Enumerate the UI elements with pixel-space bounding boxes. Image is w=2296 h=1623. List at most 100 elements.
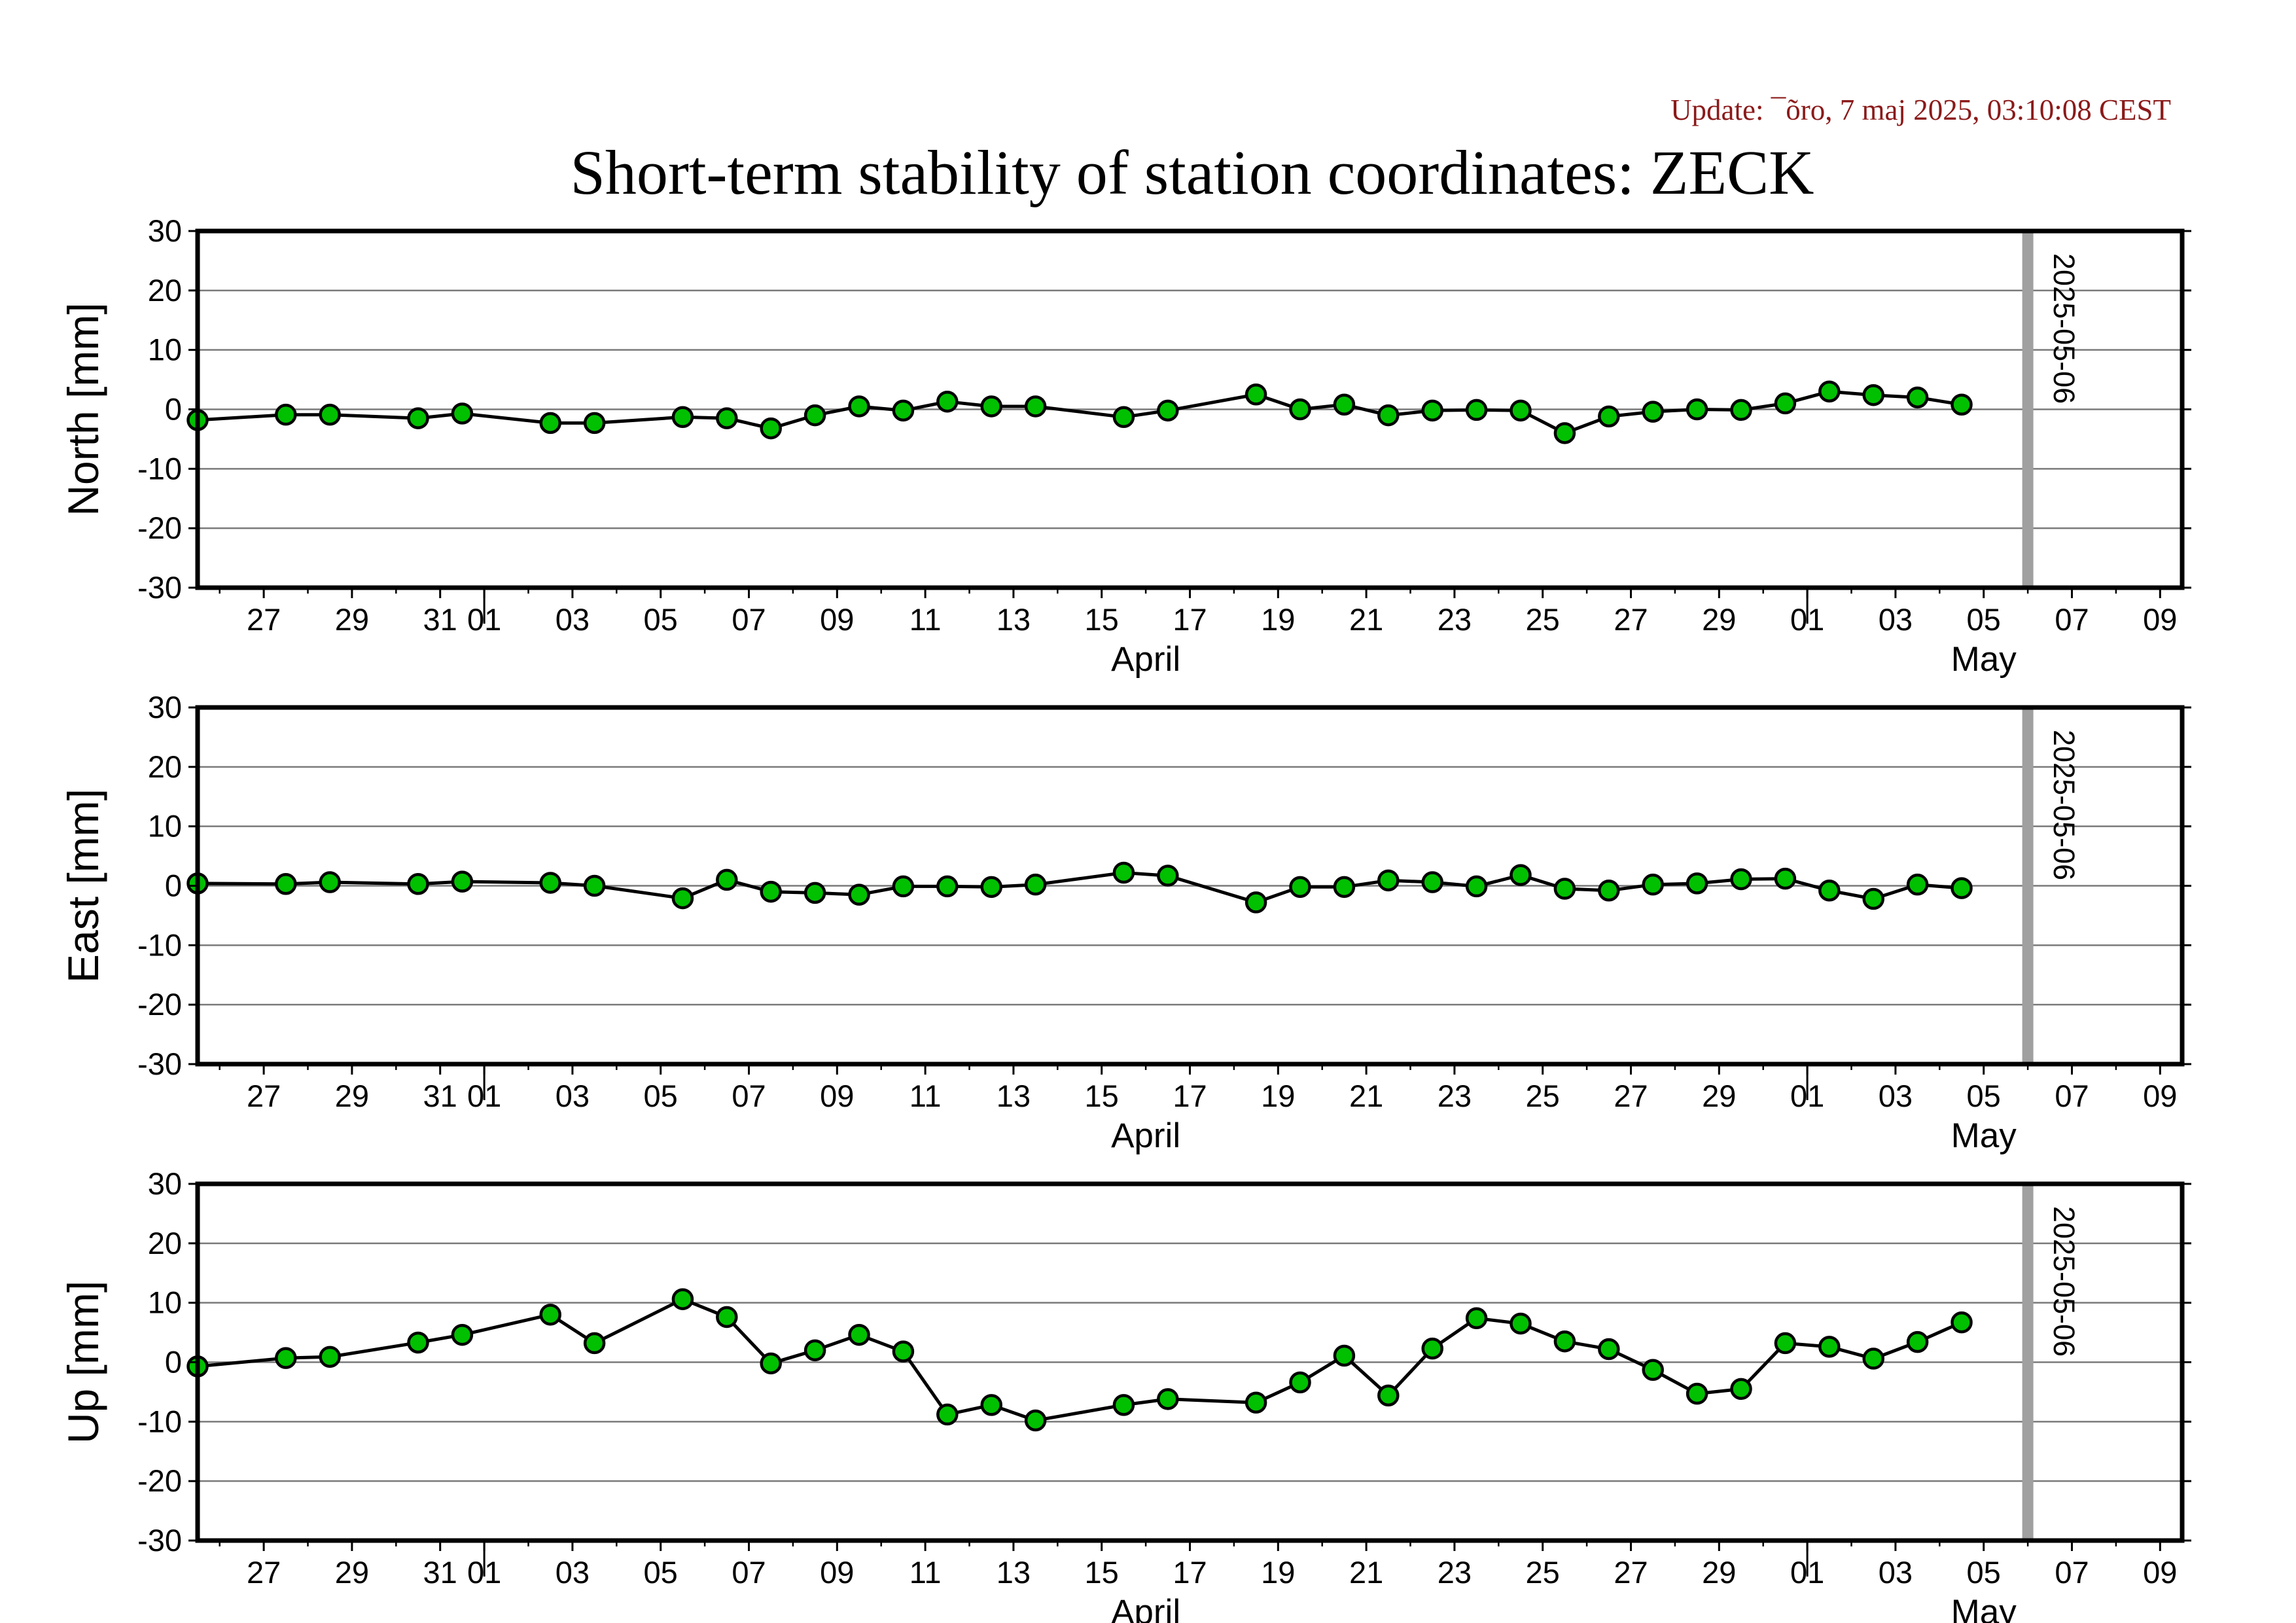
x-tick-label: 31: [423, 1079, 457, 1113]
data-point: [1951, 877, 1973, 899]
x-tick-label: 07: [732, 602, 766, 637]
data-point: [1024, 1409, 1047, 1432]
data-point: [848, 395, 870, 418]
data-point: [539, 1304, 561, 1326]
y-tick-label: 0: [165, 1345, 182, 1380]
y-tick-label: 10: [148, 332, 182, 367]
data-point: [760, 880, 782, 903]
data-point: [1157, 1388, 1179, 1410]
data-point: [407, 1331, 429, 1354]
x-tick-label: 09: [820, 1555, 854, 1590]
data-point: [1642, 401, 1664, 423]
panel-2: 2025-05-06 30 20 10 0 -10 -20 -30 Up [mm] 27 29 31 0…: [59, 1166, 2191, 1623]
y-axis-title: North [mm]: [59, 302, 107, 516]
data-point: [539, 412, 561, 435]
data-point: [1510, 1312, 1532, 1335]
data-point: [1289, 876, 1311, 899]
data-point: [319, 871, 341, 893]
y-tick-label: -20: [137, 987, 182, 1022]
x-tick-label: 21: [1349, 1079, 1383, 1113]
data-point: [1686, 398, 1708, 421]
y-tick-label: 30: [148, 690, 182, 724]
data-point: [936, 875, 959, 898]
data-point: [671, 1288, 694, 1310]
x-tick-label: 17: [1173, 602, 1207, 637]
data-point: [1906, 873, 1929, 896]
y-tick-label: 20: [148, 749, 182, 784]
chart-title: Short-term stability of station coordina…: [570, 137, 1814, 207]
x-tick-label: 07: [732, 1555, 766, 1590]
x-tick-label: 29: [1702, 602, 1736, 637]
x-tick-label: 25: [1526, 1079, 1560, 1113]
data-point: [1642, 1359, 1664, 1382]
y-tick-label: 20: [148, 1226, 182, 1260]
data-point: [1112, 861, 1135, 884]
y-tick-label: -10: [137, 927, 182, 962]
data-point: [1862, 383, 1884, 406]
data-point: [980, 395, 1002, 418]
data-point: [671, 406, 694, 429]
x-tick-label: 03: [556, 1079, 590, 1113]
y-tick-label: 0: [165, 868, 182, 903]
data-point: [892, 875, 915, 898]
x-tick-label: 05: [644, 1555, 678, 1590]
x-tick-label: 13: [997, 602, 1031, 637]
x-tick-label: 11: [910, 1555, 942, 1590]
data-point: [1951, 393, 1973, 416]
data-point: [407, 873, 429, 895]
data-point: [892, 399, 915, 422]
data-point: [1686, 872, 1708, 895]
x-tick-label: 05: [1967, 1555, 2001, 1590]
x-tick-label: 17: [1173, 1555, 1207, 1590]
data-point: [1553, 878, 1576, 900]
x-tick-label: 05: [1967, 1079, 2001, 1113]
data-point: [1421, 399, 1443, 422]
x-tick-label: 03: [556, 602, 590, 637]
data-point: [936, 390, 959, 413]
data-point: [1421, 1337, 1443, 1360]
month-label: April: [1111, 1593, 1180, 1623]
x-tick-label: 21: [1349, 602, 1383, 637]
y-axis-title: Up [mm]: [59, 1281, 107, 1444]
data-point: [583, 412, 606, 435]
data-point: [1774, 1332, 1797, 1355]
data-point: [892, 1340, 915, 1363]
x-tick-label: 15: [1085, 1079, 1119, 1113]
x-tick-label: 17: [1173, 1079, 1207, 1113]
data-point: [583, 874, 606, 897]
data-point: [760, 417, 782, 440]
data-point: [451, 402, 474, 425]
y-tick-label: -10: [137, 451, 182, 486]
marker-label: 2025-05-06: [2047, 1206, 2081, 1357]
x-tick-label: 09: [2143, 1079, 2177, 1113]
x-tick-label: 09: [2143, 602, 2177, 637]
x-tick-label: 27: [247, 1079, 281, 1113]
data-point: [1245, 891, 1267, 914]
y-tick-label: -20: [137, 510, 182, 545]
data-point: [1289, 398, 1311, 421]
update-timestamp: Update: ¯õro, 7 maj 2025, 03:10:08 CEST: [1670, 94, 2171, 126]
x-tick-label: 29: [335, 1079, 369, 1113]
x-tick-label: 07: [2055, 1555, 2089, 1590]
data-point: [1862, 1347, 1884, 1370]
data-point: [1510, 864, 1532, 886]
data-point: [936, 1403, 959, 1426]
y-tick-label: -10: [137, 1404, 182, 1438]
month-label: May: [1951, 640, 2017, 679]
data-point: [1333, 393, 1356, 416]
x-tick-label: 09: [2143, 1555, 2177, 1590]
data-point: [1112, 406, 1135, 429]
x-tick-label: 29: [335, 602, 369, 637]
data-point: [1421, 871, 1443, 893]
x-tick-label: 07: [2055, 1079, 2089, 1113]
data-point: [1730, 868, 1752, 891]
data-point: [1818, 380, 1841, 402]
x-tick-label: 23: [1438, 602, 1472, 637]
data-point: [1862, 887, 1884, 910]
data-point: [804, 404, 826, 427]
x-tick-label: 27: [247, 602, 281, 637]
x-tick-label: 03: [556, 1555, 590, 1590]
x-tick-label: 31: [423, 602, 457, 637]
data-point: [1465, 399, 1488, 421]
y-tick-label: 30: [148, 213, 182, 248]
